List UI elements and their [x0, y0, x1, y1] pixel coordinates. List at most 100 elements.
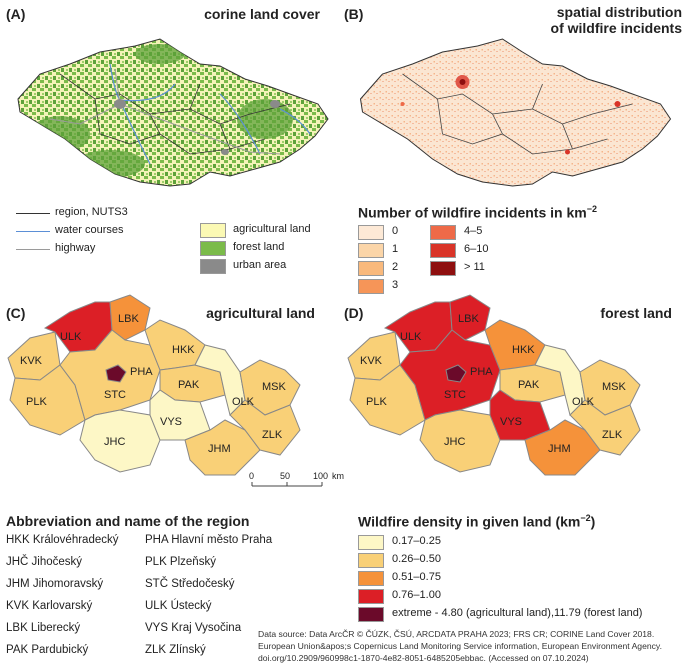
density-swatch-4: [358, 607, 384, 622]
legend-highway: highway: [55, 242, 96, 254]
panel-c-label: (C): [6, 305, 26, 321]
forest-label-jhc: JHC: [444, 436, 465, 448]
incidents-title-sup: −2: [586, 204, 597, 214]
abbr-stc: STČ Středočeský: [145, 578, 235, 590]
corine-landcover-shape: [17, 38, 329, 187]
scale-tick-50: 50: [280, 471, 290, 481]
legend-urban: urban area: [233, 259, 287, 271]
legend-region: region, NUTS3: [55, 206, 128, 218]
abbr-hkk: HKK Královéhradecký: [6, 534, 119, 546]
agri-region-jhc: [79, 409, 161, 473]
forest-label-lbk: LBK: [458, 313, 479, 325]
ostrava-urban: [270, 100, 280, 108]
agri-label-plk: PLK: [26, 396, 47, 408]
inc-label-4: 4–5: [464, 225, 483, 237]
water-line-symbol: [16, 231, 50, 232]
abbr-plk: PLK Plzeňský: [145, 556, 216, 568]
abbr-pak: PAK Pardubický: [6, 644, 89, 656]
panel-d-title: forest land: [600, 305, 672, 321]
inc-swatch-4: [430, 225, 456, 240]
agri-region-labels: ULK LBK KVK PHA HKK STC PAK PLK MSK OLK …: [20, 313, 287, 455]
panel-b-title-line-1: spatial distribution: [556, 4, 682, 20]
highway-line-symbol: [16, 249, 50, 250]
forest-region-pha: [445, 364, 467, 383]
density-label-4: extreme - 4.80 (agricultural land),11.79…: [392, 607, 643, 619]
abbr-kvk: KVK Karlovarský: [6, 600, 93, 612]
agri-region-pha: [105, 364, 127, 383]
scale-unit: km: [332, 471, 344, 481]
prague-urban: [114, 99, 126, 109]
forest-region-zlk: [569, 399, 641, 456]
corine-map: [17, 38, 329, 187]
panel-a-title: corine land cover: [204, 6, 320, 22]
agri-region-zlk: [229, 399, 301, 456]
abbr-pha: PHA Hlavní město Praha: [145, 534, 273, 546]
inc-swatch-5: [430, 243, 456, 258]
density-title-end: ): [590, 513, 596, 530]
forest-label-zlk: ZLK: [602, 429, 623, 441]
plzen-hotspot: [400, 102, 405, 106]
scale-tick-0: 0: [249, 471, 254, 481]
agri-label-jhc: JHC: [104, 436, 125, 448]
forest-label-jhm: JHM: [548, 443, 571, 455]
agri-label-pak: PAK: [178, 379, 200, 391]
legend-agri: agricultural land: [233, 223, 311, 235]
density-label-1: 0.26–0.50: [392, 553, 441, 565]
abbr-jhm: JHM Jihomoravský: [6, 578, 104, 590]
abbr-zlk: ZLK Zlínský: [145, 644, 206, 656]
density-legend-title: Wildfire density in given land (km−2): [358, 513, 595, 530]
prague-hotspot-core: [459, 79, 466, 85]
agri-map: ULK LBK KVK PHA HKK STC PAK PLK MSK OLK …: [7, 294, 344, 487]
abbr-vys: VYS Kraj Vysočina: [145, 622, 242, 634]
legend-water: water courses: [55, 224, 124, 236]
forest-map: ULK LBK KVK PHA HKK STC PAK PLK MSK OLK …: [347, 294, 641, 476]
incidents-map: [359, 38, 672, 187]
legend-forest: forest land: [233, 241, 285, 253]
inc-swatch-6: [430, 261, 456, 276]
forest-label-olk: OLK: [572, 396, 595, 408]
agri-swatch: [200, 223, 226, 238]
incidents-title-text: Number of wildfire incidents in km: [358, 204, 587, 221]
forest-regions: [347, 294, 641, 476]
panel-c-title: agricultural land: [206, 305, 315, 321]
abbr-lbk: LBK Liberecký: [6, 622, 81, 634]
density-swatch-0: [358, 535, 384, 550]
density-label-0: 0.17–0.25: [392, 535, 441, 547]
forest-label-ulk: ULK: [400, 331, 422, 343]
source-note: Data source: Data ArcČR © ČÚZK, ČSÚ, ARC…: [258, 628, 683, 664]
source-note-line-2: European Union&apos;s Copernicus Land Mo…: [258, 641, 662, 651]
agri-regions: [7, 294, 301, 476]
incidents-legend-title: Number of wildfire incidents in km−2: [358, 204, 597, 221]
agri-label-zlk: ZLK: [262, 429, 283, 441]
agri-label-stc: STC: [104, 389, 126, 401]
agri-label-hkk: HKK: [172, 344, 195, 356]
forest-label-vys: VYS: [500, 416, 522, 428]
density-swatch-1: [358, 553, 384, 568]
inc-label-5: 6–10: [464, 243, 489, 255]
panel-b-title-line-2: of wildfire incidents: [550, 20, 682, 36]
inc-label-2: 2: [392, 261, 399, 273]
forest-label-plk: PLK: [366, 396, 387, 408]
forest-label-pha: PHA: [470, 366, 493, 378]
inc-label-3: 3: [392, 279, 399, 291]
agri-label-lbk: LBK: [118, 313, 139, 325]
forest-region-labels: ULK LBK KVK PHA HKK STC PAK PLK MSK OLK …: [360, 313, 627, 455]
forest-swatch: [200, 241, 226, 256]
inc-label-6: > 11: [464, 261, 485, 273]
abbreviations-title: Abbreviation and name of the region: [6, 513, 250, 529]
inc-label-1: 1: [392, 243, 399, 255]
abbr-jhc: JHČ Jihočeský: [6, 556, 83, 568]
forest-label-msk: MSK: [602, 381, 627, 393]
inc-swatch-3: [358, 279, 384, 294]
brno-hotspot: [565, 149, 570, 155]
density-swatch-3: [358, 589, 384, 604]
source-note-line-3: doi.org/10.2909/960998c1-1870-4e82-8051-…: [258, 653, 589, 663]
forest-label-stc: STC: [444, 389, 466, 401]
incidents-shape: [359, 38, 672, 187]
density-title-sup: −2: [580, 513, 591, 523]
forest-region-jhc: [419, 409, 501, 473]
agri-label-vys: VYS: [160, 416, 182, 428]
incidents-boundaries: [402, 73, 633, 155]
ostrava-hotspot: [614, 101, 621, 107]
panel-a-label: (A): [6, 6, 26, 22]
